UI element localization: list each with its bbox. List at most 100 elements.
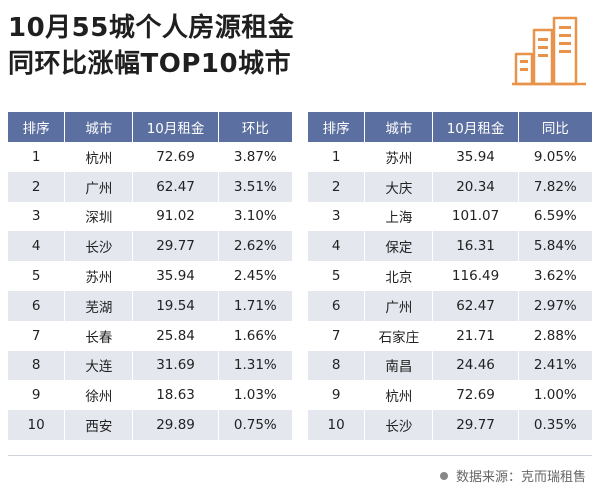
growth-cell: 1.71% <box>218 290 292 321</box>
bullet-dot-icon <box>439 471 448 480</box>
growth-cell: 3.51% <box>218 171 292 202</box>
city-cell: 芜湖 <box>64 290 134 321</box>
yoy-growth-table: 排序 城市 10月租金 同比 1 苏州 35.94 9.05% 2 大庆 20.34 7.8… <box>308 112 592 440</box>
rank-cell: 5 <box>8 261 66 291</box>
city-cell: 徐州 <box>64 380 134 411</box>
growth-cell: 5.84% <box>518 231 592 262</box>
table-row: 7 石家庄 21.71 2.88% <box>308 320 592 351</box>
rank-cell: 10 <box>8 410 66 440</box>
table-row: 9 杭州 72.69 1.00% <box>308 380 592 411</box>
growth-cell: 7.82% <box>518 171 592 202</box>
rent-cell: 72.69 <box>132 142 219 172</box>
growth-cell: 2.97% <box>518 290 592 321</box>
city-buildings-icon <box>512 16 586 86</box>
city-cell: 南昌 <box>364 350 434 381</box>
table-row: 6 广州 62.47 2.97% <box>308 290 592 321</box>
table-row: 5 北京 116.49 3.62% <box>308 261 592 291</box>
rent-cell: 29.89 <box>132 410 219 440</box>
rent-cell: 21.71 <box>432 320 519 351</box>
growth-cell: 3.62% <box>518 261 592 291</box>
table-row: 5 苏州 35.94 2.45% <box>8 261 292 291</box>
footer-divider <box>8 455 592 456</box>
rent-cell: 31.69 <box>132 350 219 381</box>
city-cell: 上海 <box>364 201 434 232</box>
growth-cell: 0.35% <box>518 410 592 440</box>
city-cell: 苏州 <box>64 261 134 291</box>
column-header-yoy: 同比 <box>518 112 592 142</box>
city-cell: 西安 <box>64 410 134 440</box>
city-cell: 大连 <box>64 350 134 381</box>
rank-cell: 4 <box>308 231 366 262</box>
data-source-text: 数据来源：克而瑞租售 <box>455 470 586 485</box>
table-row: 10 长沙 29.77 0.35% <box>308 410 592 440</box>
rent-cell: 62.47 <box>432 290 519 321</box>
rank-cell: 1 <box>308 142 366 172</box>
title-line-1: 10月55城个人房源租金 <box>8 13 295 43</box>
mom-growth-table: 排序 城市 10月租金 环比 1 杭州 72.69 3.87% 2 广州 62.47 3.5… <box>8 112 292 440</box>
rent-cell: 19.54 <box>132 290 219 321</box>
city-cell: 长沙 <box>364 410 434 440</box>
city-cell: 长春 <box>64 320 134 351</box>
growth-cell: 3.10% <box>218 201 292 232</box>
rent-cell: 29.77 <box>132 231 219 262</box>
table-row: 7 长春 25.84 1.66% <box>8 320 292 351</box>
rent-cell: 62.47 <box>132 171 219 202</box>
rank-cell: 2 <box>8 171 66 202</box>
rank-cell: 7 <box>308 320 366 351</box>
rent-cell: 29.77 <box>432 410 519 440</box>
city-cell: 广州 <box>364 290 434 321</box>
growth-cell: 2.45% <box>218 261 292 291</box>
table-row: 10 西安 29.89 0.75% <box>8 410 292 440</box>
rank-cell: 9 <box>308 380 366 411</box>
growth-cell: 2.62% <box>218 231 292 262</box>
rent-cell: 116.49 <box>432 261 519 291</box>
table-row: 2 大庆 20.34 7.82% <box>308 171 592 202</box>
city-cell: 广州 <box>64 171 134 202</box>
column-header-city: 城市 <box>364 112 434 142</box>
title-line-2: 同环比涨幅TOP10城市 <box>8 49 292 79</box>
rent-cell: 35.94 <box>432 142 519 172</box>
rent-cell: 18.63 <box>132 380 219 411</box>
rent-cell: 72.69 <box>432 380 519 411</box>
column-header-city: 城市 <box>64 112 134 142</box>
rank-cell: 1 <box>8 142 66 172</box>
table-row: 4 保定 16.31 5.84% <box>308 231 592 262</box>
column-header-rank: 排序 <box>308 112 366 142</box>
growth-cell: 3.87% <box>218 142 292 172</box>
growth-cell: 9.05% <box>518 142 592 172</box>
rank-cell: 2 <box>308 171 366 202</box>
city-cell: 大庆 <box>364 171 434 202</box>
rent-cell: 20.34 <box>432 171 519 202</box>
city-cell: 深圳 <box>64 201 134 232</box>
growth-cell: 1.00% <box>518 380 592 411</box>
rank-cell: 6 <box>8 290 66 321</box>
rent-cell: 24.46 <box>432 350 519 381</box>
rent-cell: 16.31 <box>432 231 519 262</box>
city-cell: 保定 <box>364 231 434 262</box>
table-row: 8 南昌 24.46 2.41% <box>308 350 592 381</box>
rank-cell: 8 <box>8 350 66 381</box>
growth-cell: 0.75% <box>218 410 292 440</box>
rank-cell: 5 <box>308 261 366 291</box>
rank-cell: 8 <box>308 350 366 381</box>
rank-cell: 9 <box>8 380 66 411</box>
rank-cell: 3 <box>8 201 66 232</box>
rent-cell: 25.84 <box>132 320 219 351</box>
table-row: 4 长沙 29.77 2.62% <box>8 231 292 262</box>
table-header-row: 排序 城市 10月租金 环比 <box>8 112 292 142</box>
rank-cell: 6 <box>308 290 366 321</box>
growth-cell: 2.41% <box>518 350 592 381</box>
rent-cell: 35.94 <box>132 261 219 291</box>
growth-cell: 6.59% <box>518 201 592 232</box>
city-cell: 石家庄 <box>364 320 434 351</box>
table-row: 1 杭州 72.69 3.87% <box>8 142 292 172</box>
city-cell: 苏州 <box>364 142 434 172</box>
table-row: 3 上海 101.07 6.59% <box>308 201 592 232</box>
city-cell: 杭州 <box>64 142 134 172</box>
rank-cell: 3 <box>308 201 366 232</box>
growth-cell: 1.31% <box>218 350 292 381</box>
column-header-mom: 环比 <box>218 112 292 142</box>
column-header-rent: 10月租金 <box>132 112 219 142</box>
growth-cell: 1.66% <box>218 320 292 351</box>
rent-cell: 91.02 <box>132 201 219 232</box>
